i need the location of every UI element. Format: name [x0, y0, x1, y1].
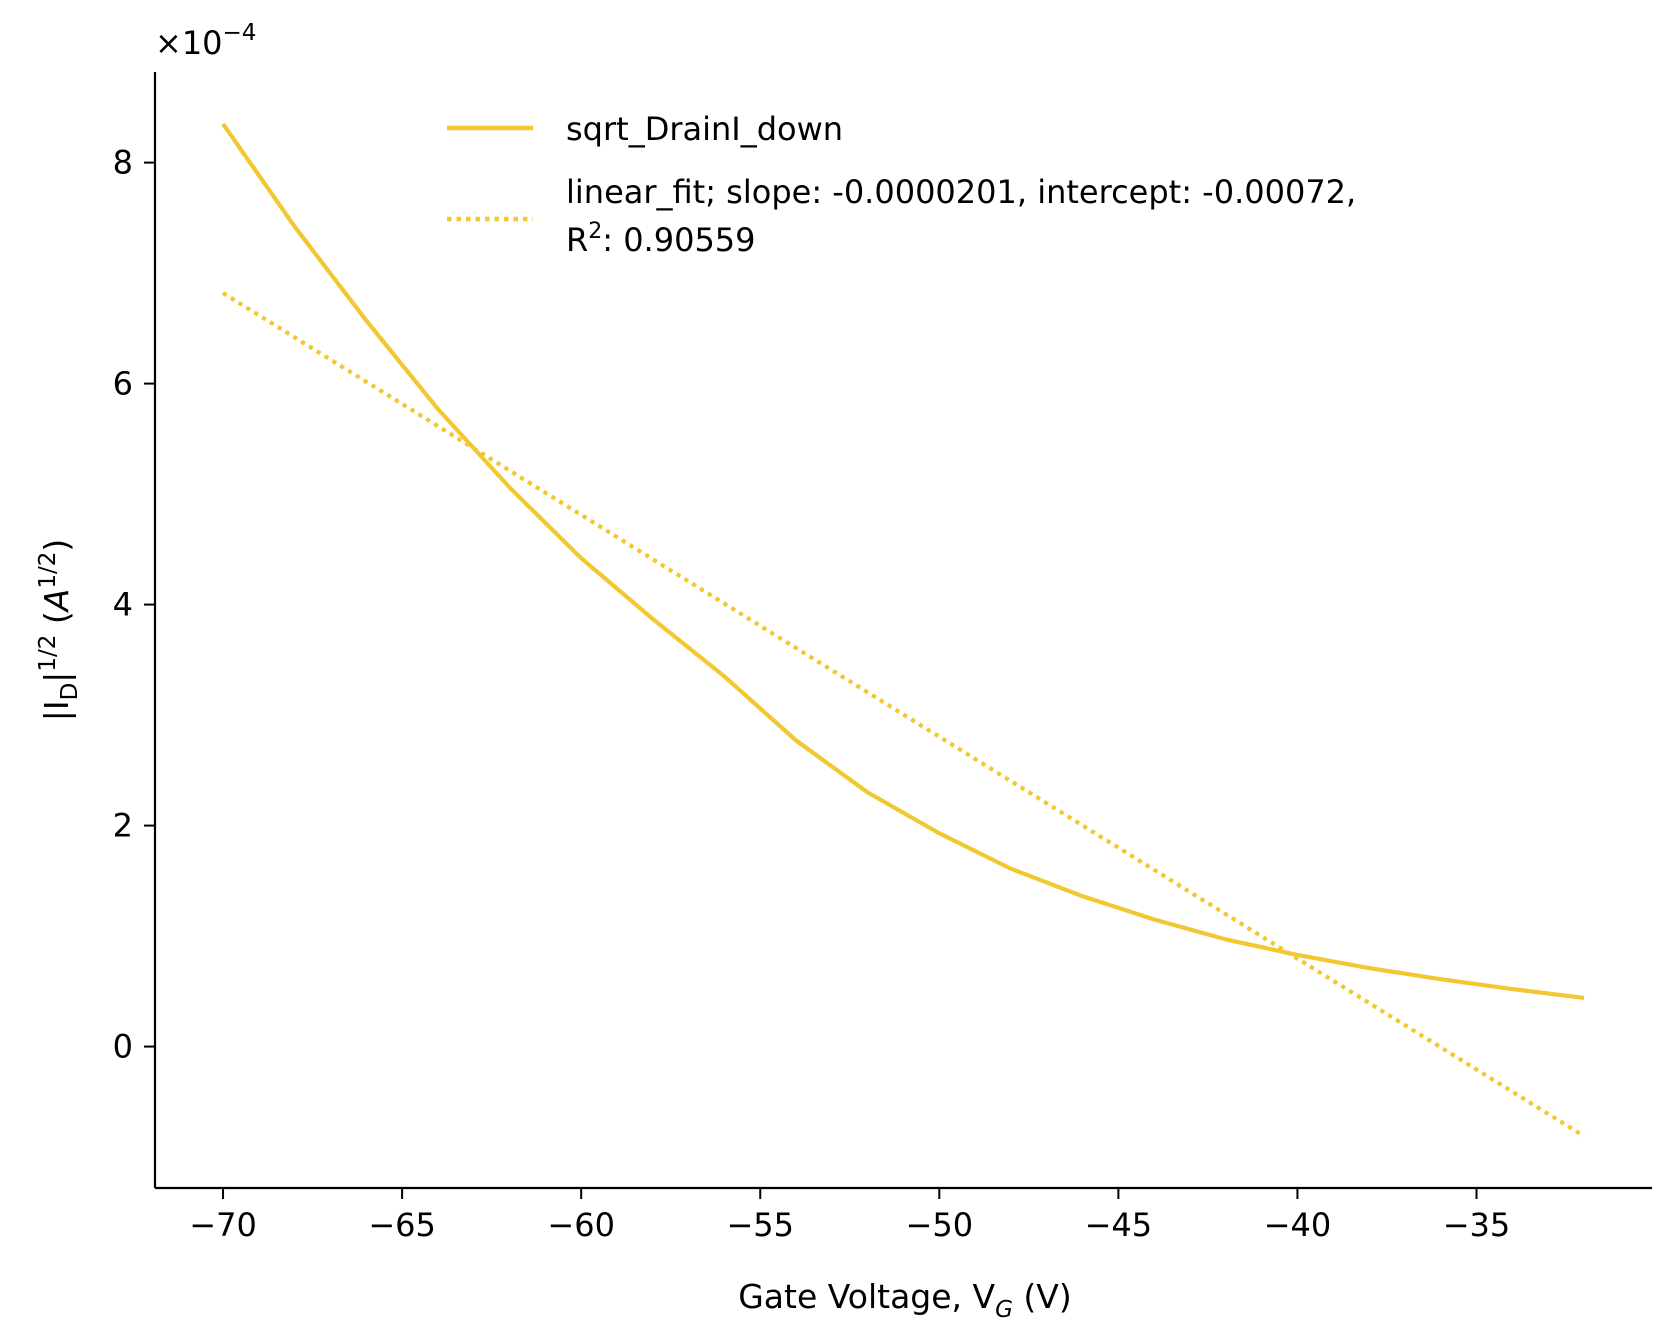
axes [153, 72, 1652, 1190]
y-axis-ticks: 0 2 4 6 8 [113, 144, 155, 1066]
x-tick-label: −55 [726, 1206, 794, 1244]
y-axis-label: |ID|1/2 (A1/2) [35, 539, 83, 722]
x-tick-label: −35 [1443, 1206, 1511, 1244]
x-tick-label: −45 [1085, 1206, 1153, 1244]
x-axis-label: Gate Voltage, VG (V) [738, 1277, 1072, 1323]
y-tick-label: 0 [113, 1028, 133, 1066]
y-tick-label: 4 [113, 586, 133, 624]
y-tick-label: 6 [113, 365, 133, 403]
offset-label: ×10−4 [155, 20, 256, 62]
series-line-2 [221, 291, 1586, 1138]
legend: sqrt_DrainI_down linear_fit; slope: -0.0… [447, 110, 1356, 259]
series-line-1 [221, 122, 1585, 1000]
y-tick-label: 8 [113, 144, 133, 182]
legend-label-series-1: sqrt_DrainI_down [566, 110, 843, 148]
x-axis-ticks: −70 −65 −60 −55 −50 −45 −40 −35 [189, 1188, 1510, 1244]
x-tick-label: −65 [368, 1206, 436, 1244]
x-tick-label: −40 [1264, 1206, 1332, 1244]
legend-label-series-2: linear_fit; slope: -0.0000201, intercept… [566, 173, 1356, 211]
x-tick-label: −60 [547, 1206, 615, 1244]
legend-label-series-2-line2: R2: 0.90559 [566, 219, 756, 259]
x-tick-label: −50 [906, 1206, 974, 1244]
x-tick-label: −70 [189, 1206, 257, 1244]
plot-lines [221, 122, 1586, 1138]
y-tick-label: 2 [113, 807, 133, 845]
